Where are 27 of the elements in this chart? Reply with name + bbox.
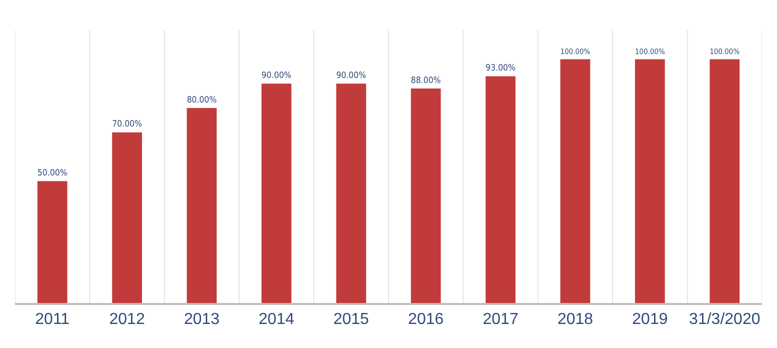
bar <box>486 76 516 303</box>
bar <box>410 88 441 303</box>
data-label: 80.00% <box>186 95 218 106</box>
bar <box>710 59 740 303</box>
bar <box>262 84 292 303</box>
data-label: 70.00% <box>112 120 143 130</box>
bar <box>560 59 590 303</box>
bar <box>635 59 665 303</box>
x-tick-label: 2011 <box>35 311 70 328</box>
bar <box>336 84 366 303</box>
x-tick-label: 2018 <box>557 311 594 328</box>
x-tick-label: 2014 <box>258 311 294 328</box>
data-label: 90.00% <box>262 70 292 81</box>
x-tick-label: 31/3/2020 <box>689 311 760 328</box>
x-tick-label: 2019 <box>632 311 668 328</box>
data-label: 88.00% <box>410 76 442 86</box>
bar <box>37 181 68 303</box>
data-label: 93.00% <box>486 64 516 74</box>
x-tick-label: 2016 <box>408 311 444 328</box>
x-tick-label: 2013 <box>184 311 220 328</box>
x-tick-label: 2012 <box>109 311 145 328</box>
x-tick-label: 2015 <box>333 311 370 328</box>
x-tick-label: 2017 <box>482 311 518 328</box>
bar <box>186 108 217 303</box>
data-label: 90.00% <box>336 70 367 81</box>
data-label: 50.00% <box>37 168 68 178</box>
bar <box>112 132 142 303</box>
